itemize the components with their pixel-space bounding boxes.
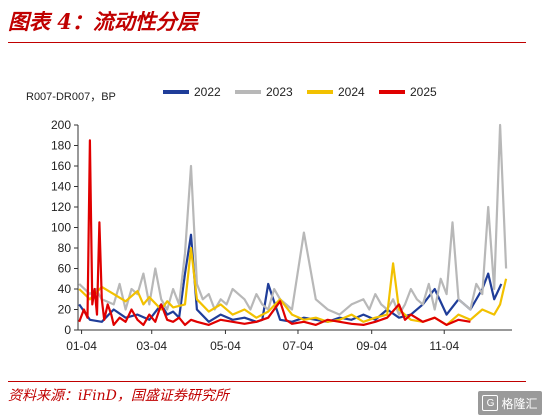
figure-title: 图表 4：流动性分层 — [8, 9, 198, 34]
title-rule — [8, 42, 526, 43]
y-tick-label: 100 — [51, 221, 71, 235]
series-line-2023 — [78, 123, 508, 316]
x-tick-label: 01-04 — [66, 339, 97, 353]
series-line-2024 — [78, 246, 508, 326]
source-rule — [8, 381, 526, 382]
legend: 2022 2023 2024 2025 — [163, 85, 437, 99]
y-tick-label: 40 — [58, 282, 72, 296]
watermark: G 格隆汇 — [478, 391, 542, 415]
x-tick-label: 09-04 — [356, 339, 387, 353]
y-tick-label: 60 — [58, 262, 72, 276]
x-tick-label: 11-04 — [429, 339, 459, 353]
x-tick-label: 07-04 — [283, 339, 314, 353]
series-lines — [78, 123, 508, 326]
y-tick-label: 200 — [51, 118, 71, 132]
x-axis: 01-04 03-04 05-04 07-04 09-04 11-04 — [66, 329, 512, 353]
watermark-text: 格隆汇 — [501, 396, 538, 411]
y-axis: 0 20 40 60 80 100 120 140 160 180 200 — [51, 118, 79, 337]
y-tick-label: 120 — [51, 200, 71, 214]
legend-label-2025: 2025 — [410, 85, 437, 99]
y-tick-label: 160 — [51, 159, 71, 173]
legend-label-2024: 2024 — [338, 85, 365, 99]
y-tick-label: 0 — [64, 323, 71, 337]
y-tick-label: 140 — [51, 180, 71, 194]
y-tick-label: 20 — [58, 303, 72, 317]
legend-label-2022: 2022 — [194, 85, 221, 99]
x-tick-label: 05-04 — [210, 339, 241, 353]
y-tick-label: 180 — [51, 139, 71, 153]
legend-label-2023: 2023 — [266, 85, 293, 99]
x-tick-label: 03-04 — [136, 339, 167, 353]
watermark-logo-icon: G — [482, 395, 499, 411]
line-chart: R007-DR007，BP 2022 2023 2024 2025 0 20 40 60 80… — [26, 85, 512, 353]
y-axis-label: R007-DR007，BP — [26, 91, 116, 103]
y-tick-label: 80 — [58, 241, 72, 255]
series-line-2025 — [78, 139, 471, 326]
source-note: 资料来源：iFinD，国盛证券研究所 — [8, 388, 229, 404]
